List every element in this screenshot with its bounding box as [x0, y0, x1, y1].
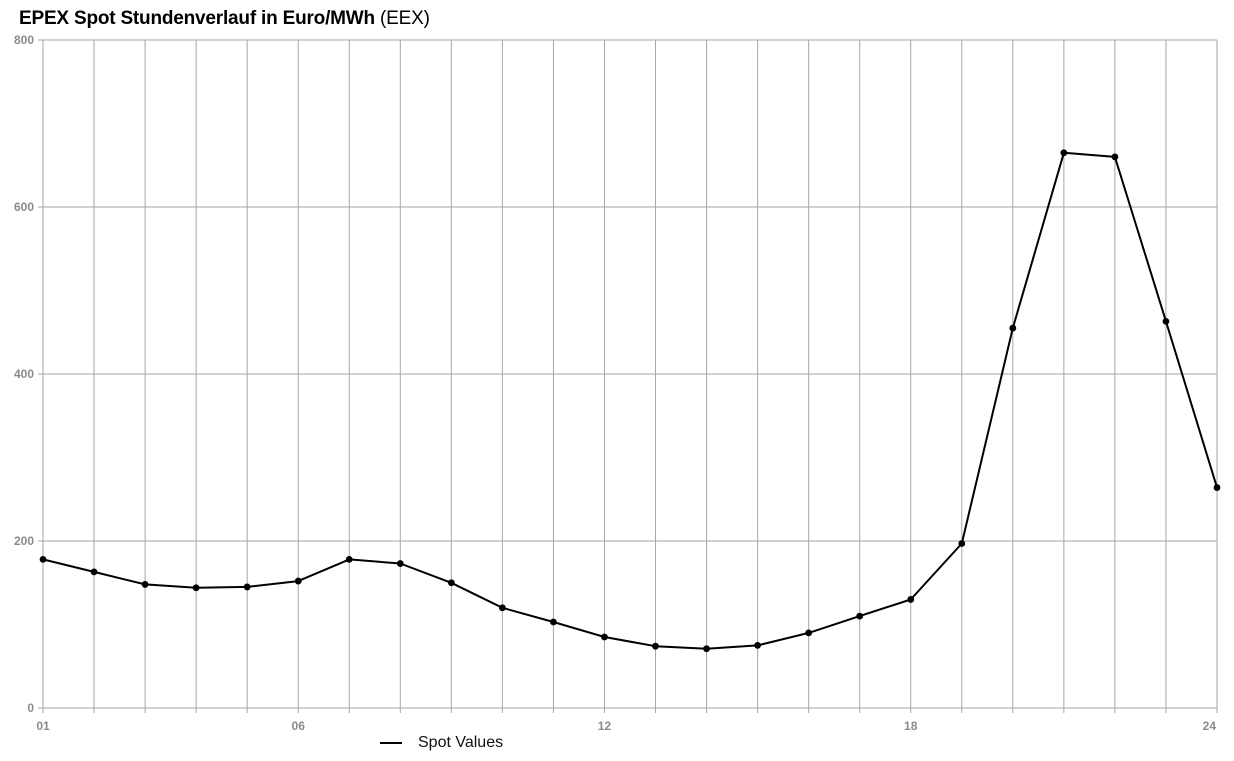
data-point: [39, 555, 47, 563]
data-point: [1060, 149, 1068, 157]
data-point: [550, 618, 557, 626]
y-tick-label: 400: [14, 367, 34, 381]
y-tick-label: 200: [14, 534, 34, 548]
series-line: [42, 151, 1218, 650]
data-point: [652, 642, 659, 650]
data-point: [1111, 153, 1119, 161]
chart-title: EPEX Spot Stundenverlauf in Euro/MWh (EE…: [19, 6, 430, 32]
data-point: [1213, 484, 1221, 491]
x-tick-label: 24: [1203, 719, 1217, 733]
data-point: [805, 629, 813, 637]
data-point: [856, 612, 864, 620]
data-point: [396, 560, 404, 567]
data-point: [601, 633, 608, 641]
data-point: [90, 568, 98, 576]
tick-label-layer: 0 200 400 600 800 01 06 12 18 24: [14, 33, 1216, 733]
data-point: [1009, 324, 1017, 332]
data-point: [192, 584, 200, 592]
x-tick-label: 12: [598, 719, 612, 733]
data-point: [498, 604, 506, 612]
data-point: [754, 641, 762, 649]
legend-label: Spot Values: [418, 734, 504, 751]
series-layer: [39, 149, 1221, 653]
data-point: [243, 583, 251, 591]
legend-swatch: [380, 742, 402, 744]
data-point: [1162, 317, 1170, 325]
chart-legend: Spot Values: [380, 734, 503, 752]
data-point: [703, 645, 710, 653]
x-tick-label: 01: [36, 719, 50, 733]
data-point: [958, 540, 966, 547]
data-point: [345, 555, 353, 563]
x-tick-label: 06: [292, 719, 306, 733]
data-point: [907, 596, 915, 603]
grid-layer: [38, 39, 1218, 713]
chart-title-main: EPEX Spot Stundenverlauf in Euro/MWh: [19, 8, 375, 29]
data-point: [141, 581, 149, 588]
y-tick-label: 600: [14, 200, 34, 214]
data-point: [447, 579, 455, 587]
y-tick-label: 800: [14, 33, 34, 47]
y-tick-label: 0: [27, 701, 34, 715]
data-point: [294, 577, 302, 585]
chart-title-source: (EEX): [380, 8, 430, 29]
x-tick-label: 18: [904, 719, 918, 733]
